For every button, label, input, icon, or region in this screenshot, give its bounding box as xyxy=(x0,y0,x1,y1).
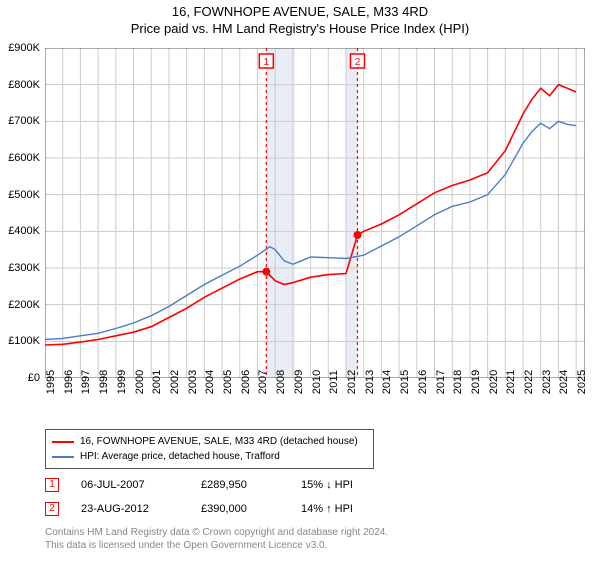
x-tick-label: 2000 xyxy=(134,370,146,394)
x-tick-label: 1996 xyxy=(63,370,75,394)
transaction-price: £289,950 xyxy=(201,479,301,491)
x-tick-label: 2016 xyxy=(417,370,429,394)
y-tick-label: £100K xyxy=(8,335,40,347)
y-tick-label: £500K xyxy=(8,189,40,201)
transaction-marker: 2 xyxy=(45,502,81,516)
transaction-delta: 15% ↓ HPI xyxy=(301,479,401,491)
x-tick-label: 2025 xyxy=(576,370,588,394)
legend: 16, FOWNHOPE AVENUE, SALE, M33 4RD (deta… xyxy=(45,429,374,469)
x-tick-label: 2001 xyxy=(151,370,163,394)
x-tick-label: 1997 xyxy=(80,370,92,394)
x-tick-label: 2013 xyxy=(364,370,376,394)
legend-label: HPI: Average price, detached house, Traf… xyxy=(80,451,280,462)
chart-area: 12 xyxy=(45,48,585,378)
x-tick-label: 2022 xyxy=(523,370,535,394)
x-tick-label: 1998 xyxy=(98,370,110,394)
y-tick-label: £300K xyxy=(8,262,40,274)
x-tick-label: 2007 xyxy=(257,370,269,394)
legend-item: 16, FOWNHOPE AVENUE, SALE, M33 4RD (deta… xyxy=(52,434,367,449)
x-tick-label: 2014 xyxy=(381,370,393,394)
footer-line: Contains HM Land Registry data © Crown c… xyxy=(45,526,388,539)
transaction-delta: 14% ↑ HPI xyxy=(301,503,401,515)
x-tick-label: 2015 xyxy=(399,370,411,394)
legend-swatch xyxy=(52,456,74,458)
transaction-marker: 1 xyxy=(45,478,81,492)
transaction-date: 23-AUG-2012 xyxy=(81,503,201,515)
x-tick-label: 2012 xyxy=(346,370,358,394)
x-tick-label: 2004 xyxy=(204,370,216,394)
chart-subtitle: Price paid vs. HM Land Registry's House … xyxy=(0,21,600,36)
x-tick-label: 2005 xyxy=(222,370,234,394)
x-tick-label: 2011 xyxy=(328,370,340,394)
svg-text:1: 1 xyxy=(264,57,270,68)
x-tick-label: 2018 xyxy=(452,370,464,394)
x-tick-label: 2008 xyxy=(275,370,287,394)
legend-item: HPI: Average price, detached house, Traf… xyxy=(52,449,367,464)
x-tick-label: 2017 xyxy=(435,370,447,394)
transaction-row: 2 23-AUG-2012 £390,000 14% ↑ HPI xyxy=(45,500,401,518)
chart-svg: 12 xyxy=(45,48,585,378)
y-tick-label: £800K xyxy=(8,79,40,91)
footer-line: This data is licensed under the Open Gov… xyxy=(45,539,388,552)
x-tick-label: 2019 xyxy=(470,370,482,394)
x-tick-label: 2010 xyxy=(311,370,323,394)
x-tick-label: 1995 xyxy=(45,370,57,394)
x-tick-label: 2002 xyxy=(169,370,181,394)
y-tick-label: £900K xyxy=(8,42,40,54)
x-tick-label: 2009 xyxy=(293,370,305,394)
x-tick-label: 2021 xyxy=(505,370,517,394)
y-tick-label: £200K xyxy=(8,299,40,311)
transaction-price: £390,000 xyxy=(201,503,301,515)
chart-container: 16, FOWNHOPE AVENUE, SALE, M33 4RD Price… xyxy=(0,4,600,564)
footer: Contains HM Land Registry data © Crown c… xyxy=(45,526,388,552)
svg-text:2: 2 xyxy=(355,57,361,68)
transaction-date: 06-JUL-2007 xyxy=(81,479,201,491)
chart-title: 16, FOWNHOPE AVENUE, SALE, M33 4RD xyxy=(0,4,600,19)
x-tick-label: 2024 xyxy=(558,370,570,394)
y-tick-label: £700K xyxy=(8,115,40,127)
legend-label: 16, FOWNHOPE AVENUE, SALE, M33 4RD (deta… xyxy=(80,436,358,447)
x-tick-label: 1999 xyxy=(116,370,128,394)
legend-swatch xyxy=(52,441,74,443)
y-tick-label: £400K xyxy=(8,225,40,237)
x-tick-label: 2006 xyxy=(240,370,252,394)
x-tick-label: 2023 xyxy=(541,370,553,394)
x-tick-label: 2020 xyxy=(488,370,500,394)
y-tick-label: £0 xyxy=(28,372,40,384)
x-tick-label: 2003 xyxy=(187,370,199,394)
y-tick-label: £600K xyxy=(8,152,40,164)
transaction-row: 1 06-JUL-2007 £289,950 15% ↓ HPI xyxy=(45,476,401,494)
